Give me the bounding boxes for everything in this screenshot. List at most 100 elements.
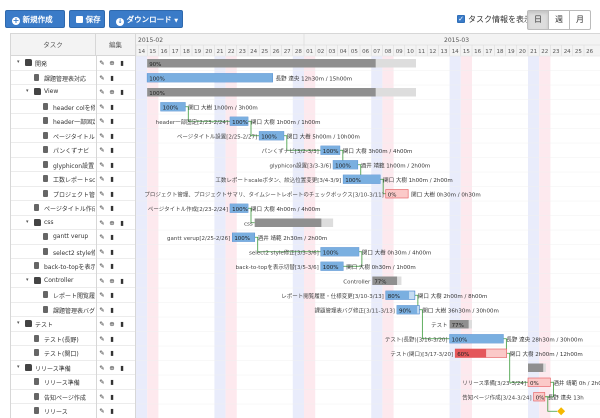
edit-icon[interactable]: ✎ [99, 117, 105, 125]
add-child-icon[interactable]: ⊕ [109, 320, 115, 328]
task-row[interactable]: ▾ css ✎ ⊕ ▮ [11, 215, 135, 230]
delete-icon[interactable]: ▮ [110, 131, 114, 140]
delete-icon[interactable]: ▮ [110, 117, 114, 125]
task-row[interactable]: ▾ View ✎ ⊕ ▮ [11, 85, 135, 100]
task-row[interactable]: glyphicon設置 ✎ ▮ [11, 157, 135, 172]
gantt-bar[interactable]: 77% テスト [431, 320, 472, 329]
delete-icon[interactable]: ▮ [110, 247, 114, 256]
task-row[interactable]: リリース準備 ✎ ▮ [11, 375, 135, 390]
gantt-bar[interactable]: 100% 関口 大樹 1h00m / 3h00m [160, 102, 258, 112]
task-row[interactable]: 課題管理表バグ修✎▮ [11, 302, 135, 317]
view-month-button[interactable]: 月 [569, 10, 591, 30]
collapse-toggle-icon[interactable]: ▾ [26, 276, 29, 283]
task-row[interactable]: ▾ 開発 ✎ ⊕ ▮ [11, 56, 135, 71]
task-row[interactable]: ページタイトル表✎▮ [11, 128, 135, 143]
edit-icon[interactable]: ✎ [99, 320, 105, 328]
gantt-bar[interactable] [528, 363, 546, 373]
collapse-toggle-icon[interactable]: ▾ [26, 88, 29, 94]
task-row[interactable]: ▾ テスト ✎ ⊕ ▮ [11, 317, 135, 332]
gantt-bar[interactable]: 100% 工数レポートscaleボタン、絞込位置変更[3/4-3/9] 関口 大樹 … [215, 174, 453, 184]
new-button[interactable]: + 新規作成 [5, 10, 65, 28]
collapse-toggle-icon[interactable]: ▾ [17, 59, 20, 65]
delete-icon[interactable]: ▮ [120, 363, 124, 372]
delete-icon[interactable]: ▮ [120, 320, 124, 328]
gantt-bar[interactable]: 100% ページタイトル作成[2/23-2/24] 関口 大樹 4h00m / 4h… [148, 203, 321, 213]
collapse-toggle-icon[interactable]: ▾ [17, 363, 20, 370]
add-child-icon[interactable]: ⊕ [109, 276, 115, 285]
edit-icon[interactable]: ✎ [99, 407, 105, 415]
task-row[interactable]: テスト(関口) ✎ ▮ [11, 346, 135, 361]
delete-icon[interactable]: ▮ [120, 59, 124, 67]
edit-icon[interactable]: ✎ [99, 59, 105, 67]
delete-icon[interactable]: ▮ [110, 160, 114, 169]
collapse-toggle-icon[interactable]: ▾ [26, 218, 29, 225]
delete-icon[interactable]: ▮ [120, 88, 124, 96]
delete-icon[interactable]: ▮ [120, 218, 124, 227]
delete-icon[interactable]: ▮ [110, 189, 114, 198]
task-row[interactable]: 課題管理表対応 ✎ ▮ [11, 70, 135, 85]
delete-icon[interactable]: ▮ [110, 146, 114, 154]
edit-icon[interactable]: ✎ [99, 218, 105, 227]
gantt-bar[interactable]: 0% プロジェクト管理、プロジェクトサマリ、タイムシートレポートのチェックボックス… [144, 189, 481, 199]
edit-icon[interactable]: ✎ [99, 233, 105, 241]
edit-icon[interactable]: ✎ [99, 204, 105, 212]
gantt-bar[interactable]: 90% [147, 59, 416, 68]
edit-icon[interactable]: ✎ [99, 73, 105, 82]
gantt-bar[interactable]: 80% レポート閲覧履歴・仕様変更[3/10-3/13] 関口 大樹 2h00m /… [281, 290, 487, 300]
add-child-icon[interactable]: ⊕ [109, 218, 115, 227]
task-row[interactable]: リリース ✎ ▮ [11, 404, 135, 418]
gantt-bar[interactable]: 100% back-to-topを表示切替[3/5-3/6] 関口 大樹 0h30m… [236, 261, 416, 271]
edit-icon[interactable]: ✎ [99, 175, 105, 183]
delete-icon[interactable]: ▮ [110, 204, 114, 212]
gantt-bar[interactable]: 100% パンくずナビ[3/2-3/3] 関口 大樹 3h00m / 4h00m [262, 145, 413, 155]
delete-icon[interactable]: ▮ [110, 305, 114, 314]
task-row[interactable]: ページタイトル作成 ✎ ▮ [11, 201, 135, 216]
gantt-bar[interactable]: 100% 長野 達央 12h30m / 15h00m [146, 73, 352, 83]
gantt-bar[interactable]: 77%Controller [343, 276, 402, 286]
delete-icon[interactable]: ▮ [110, 175, 114, 183]
delete-icon[interactable]: ▮ [110, 73, 114, 82]
view-day-button[interactable]: 日 [527, 10, 549, 30]
edit-icon[interactable]: ✎ [99, 276, 105, 285]
view-week-button[interactable]: 週 [548, 10, 570, 30]
task-row[interactable]: 工数レポートscale✎▮ [11, 172, 135, 187]
edit-icon[interactable]: ✎ [99, 102, 105, 111]
delete-icon[interactable]: ▮ [110, 262, 114, 270]
gantt-bar[interactable]: css [244, 218, 334, 228]
delete-icon[interactable]: ▮ [110, 102, 114, 111]
gantt-bar[interactable] [557, 407, 566, 416]
edit-icon[interactable]: ✎ [99, 363, 105, 372]
task-row[interactable]: header一部固定 ✎ ▮ [11, 114, 135, 129]
task-row[interactable]: back-to-topを表示 ✎ ▮ [11, 259, 135, 274]
download-button[interactable]: ↓ ダウンロード ▼ [109, 10, 183, 28]
edit-icon[interactable]: ✎ [99, 262, 105, 270]
edit-icon[interactable]: ✎ [99, 247, 105, 256]
delete-icon[interactable]: ▮ [110, 291, 114, 299]
delete-icon[interactable]: ▮ [110, 407, 114, 415]
task-row[interactable]: 告知ページ作成 ✎ ▮ [11, 389, 135, 404]
edit-icon[interactable]: ✎ [99, 189, 105, 198]
task-row[interactable]: レポート閲覧履歴✎▮ [11, 288, 135, 303]
task-row[interactable]: ▾ Controller ✎ ⊕ ▮ [11, 273, 135, 288]
gantt-bar[interactable]: 100% ページタイトル設置[2/25-2/27] 関口 大樹 5h00m / 10… [177, 131, 360, 141]
task-row[interactable]: gantt verup ✎ ▮ [11, 230, 135, 245]
gantt-bar[interactable]: 100% [147, 88, 416, 97]
gantt-bar[interactable]: 100% select2 style修正[3/3-3/6] 関口 大樹 0h30m … [249, 247, 431, 257]
gantt-bar[interactable]: 90% 課題管理表バグ修正[3/11-3/13] 関口 大樹 36h30m / 30… [314, 305, 499, 315]
delete-icon[interactable]: ▮ [120, 276, 124, 285]
task-row[interactable]: パンくずナビ ✎ ▮ [11, 143, 135, 158]
delete-icon[interactable]: ▮ [110, 233, 114, 241]
task-row[interactable]: select2 style修正✎▮ [11, 244, 135, 259]
gantt-bar[interactable]: 60% テスト(関口)[3/17-3/20] 関口 大樹 2h00m / 12h00… [390, 348, 583, 358]
delete-icon[interactable]: ▮ [110, 392, 114, 401]
delete-icon[interactable]: ▮ [110, 378, 114, 386]
edit-icon[interactable]: ✎ [99, 378, 105, 386]
task-row[interactable]: テスト(長野) ✎ ▮ [11, 331, 135, 346]
gantt-bar[interactable]: 100% glyphicon設置[3/3-3/6] 酒井 靖範 1h00m / 2h… [269, 160, 430, 170]
collapse-toggle-icon[interactable]: ▾ [17, 320, 20, 326]
gantt-bar[interactable]: 0% 告知ページ作成[3/24-3/24] 長野 達央 13h [462, 392, 584, 402]
edit-icon[interactable]: ✎ [99, 334, 105, 343]
edit-icon[interactable]: ✎ [99, 131, 105, 140]
task-row[interactable]: プロジェクト管理✎▮ [11, 186, 135, 201]
edit-icon[interactable]: ✎ [99, 349, 105, 357]
